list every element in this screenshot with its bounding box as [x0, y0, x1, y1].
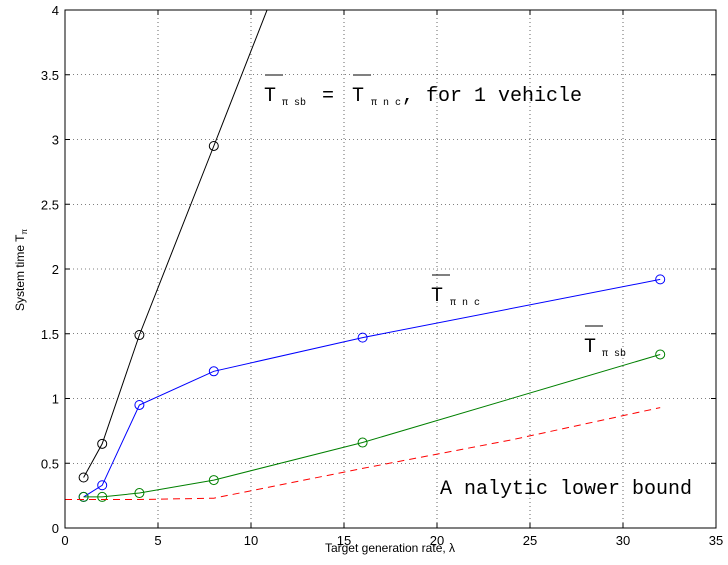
x-tick-label: 35: [709, 533, 723, 548]
grid: [65, 10, 716, 528]
x-tick-label: 15: [337, 533, 351, 548]
x-tick-label: 0: [61, 533, 68, 548]
annotation-single-T2: T: [352, 85, 364, 108]
data-point-single: [134, 330, 145, 341]
data-point-sb: [655, 349, 666, 360]
y-axis-label: System time Tπ: [13, 229, 29, 311]
data-point-sb: [134, 488, 145, 499]
series-line-nc: [83, 278, 661, 498]
annotation-sb-T: T: [584, 336, 596, 359]
data-point-nc: [134, 399, 145, 410]
y-axis-label-sub: π: [20, 229, 29, 235]
annotation-nc-T: T: [431, 285, 443, 308]
data-point-single: [97, 438, 108, 449]
annotation-single-vehicle: T π sb = T π n c , for 1 vehicle: [264, 74, 582, 109]
y-tick-label: 3.5: [41, 68, 59, 83]
y-tick-label: 3: [52, 133, 59, 148]
data-point-single: [208, 140, 219, 151]
y-tick-label: 1.5: [41, 327, 59, 342]
data-point-nc: [208, 366, 219, 377]
data-point-sb: [208, 475, 219, 486]
data-point-sb: [357, 437, 368, 448]
y-tick-label: 2.5: [41, 197, 59, 212]
x-tick-label: 20: [430, 533, 444, 548]
x-tick-label: 10: [244, 533, 258, 548]
y-tick-label: 2: [52, 262, 59, 277]
data-point-single: [78, 472, 89, 483]
annotation-sb: T π sb: [584, 325, 626, 360]
annotation-single-eq: =: [322, 85, 334, 108]
series-line-lower: [65, 407, 661, 500]
series-line-single: [83, 10, 268, 478]
series-line-sb: [83, 354, 661, 498]
annotation-nc: T π n c: [431, 274, 480, 309]
annotation-single-sub1: π sb: [282, 97, 306, 109]
ticks: 0 5 10 15 20 25 30 35 0 0.5 1 1.5 2 2.5 3 3.5 4: [41, 3, 723, 548]
series-layer: [65, 10, 666, 502]
y-tick-label: 4: [52, 3, 59, 18]
data-point-sb: [78, 491, 89, 502]
y-tick-label: 1: [52, 392, 59, 407]
x-tick-label: 5: [154, 533, 161, 548]
annotation-single-rest: , for 1 vehicle: [402, 85, 582, 108]
x-tick-label: 30: [616, 533, 630, 548]
x-tick-label: 25: [523, 533, 537, 548]
annotation-single-sub2: π n c: [371, 98, 401, 109]
data-point-sb: [97, 491, 108, 502]
y-tick-label: 0: [52, 521, 59, 536]
data-point-nc: [655, 274, 666, 285]
y-tick-label: 0.5: [41, 456, 59, 471]
data-point-nc: [357, 332, 368, 343]
annotation-nc-sub: π n c: [450, 298, 480, 309]
annotation-lower-bound: A nalytic lower bound: [440, 478, 692, 501]
plot-background: [65, 10, 716, 528]
data-point-nc: [97, 480, 108, 491]
x-axis-label: Target generation rate, λ: [325, 541, 455, 555]
annotation-sb-sub: π sb: [602, 348, 626, 360]
annotation-single-T1: T: [264, 85, 276, 108]
y-axis-label-main: System time T: [13, 234, 27, 311]
